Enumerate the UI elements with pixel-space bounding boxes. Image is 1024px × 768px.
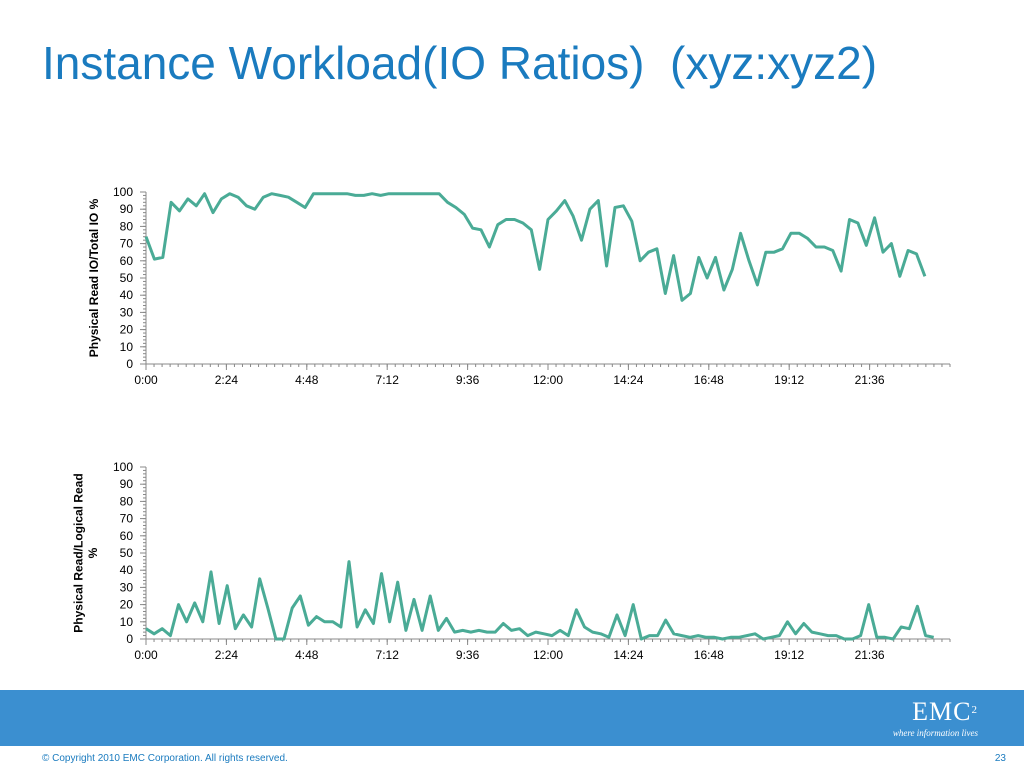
x-tick-label: 21:36 [855, 373, 885, 387]
logo-text: EMC [912, 697, 972, 726]
footer-band: EMC2 where information lives [0, 690, 1024, 746]
x-tick-label: 4:48 [295, 648, 319, 662]
y-tick-label: 40 [120, 288, 134, 302]
y-tick-label: 40 [120, 563, 134, 577]
y-tick-label: 90 [120, 202, 134, 216]
y-axis-label: Physical Read IO/Total IO % [87, 198, 101, 357]
y-tick-label: 10 [120, 340, 134, 354]
x-tick-label: 9:36 [456, 648, 480, 662]
y-tick-label: 20 [120, 323, 134, 337]
x-tick-label: 19:12 [774, 648, 804, 662]
y-axis-label: Physical Read/Logical Read% [71, 473, 99, 632]
y-tick-label: 10 [120, 615, 134, 629]
copyright-text: © Copyright 2010 EMC Corporation. All ri… [42, 753, 288, 764]
x-tick-label: 16:48 [694, 648, 724, 662]
emc-logo: EMC2 where information lives [892, 697, 978, 739]
y-tick-label: 100 [113, 185, 133, 199]
series-line [145, 560, 935, 641]
x-tick-label: 12:00 [533, 648, 563, 662]
logo-tagline: where information lives [892, 728, 978, 738]
x-tick-label: 9:36 [456, 373, 480, 387]
y-tick-label: 80 [120, 494, 134, 508]
x-tick-label: 4:48 [295, 373, 319, 387]
y-tick-label: 20 [120, 598, 134, 612]
x-tick-label: 19:12 [774, 373, 804, 387]
x-tick-label: 2:24 [215, 373, 239, 387]
y-tick-label: 0 [126, 632, 133, 646]
x-tick-label: 14:24 [613, 373, 643, 387]
y-tick-label: 60 [120, 529, 134, 543]
x-tick-label: 21:36 [855, 648, 885, 662]
y-tick-label: 30 [120, 305, 134, 319]
y-tick-label: 70 [120, 512, 134, 526]
logo-superscript: 2 [971, 704, 978, 716]
x-tick-label: 7:12 [376, 648, 400, 662]
y-tick-label: 60 [120, 254, 134, 268]
slide-title: Instance Workload(IO Ratios) (xyz:xyz2) [42, 37, 878, 89]
y-tick-label: 0 [126, 357, 133, 371]
x-tick-label: 16:48 [694, 373, 724, 387]
x-tick-label: 12:00 [533, 373, 563, 387]
chart-physical-read-io-total-io: 0 10 20 30 40 50 60 70 80 90 100 0:00 2:24 4:48 7:12 9:… [87, 185, 951, 387]
x-tick-label: 7:12 [376, 373, 400, 387]
y-tick-label: 30 [120, 580, 134, 594]
series-line [144, 192, 927, 302]
y-tick-label: 50 [120, 546, 134, 560]
y-tick-label: 70 [120, 237, 134, 251]
x-tick-label: 0:00 [134, 373, 158, 387]
y-tick-label: 90 [120, 477, 134, 491]
y-tick-label: 50 [120, 271, 134, 285]
x-tick-label: 0:00 [134, 648, 158, 662]
y-tick-label: 80 [120, 219, 134, 233]
x-tick-label: 14:24 [613, 648, 643, 662]
page-number: 23 [994, 753, 1006, 764]
y-tick-label: 100 [113, 460, 133, 474]
x-tick-label: 2:24 [215, 648, 239, 662]
chart-physical-read-logical-read: 0 10 20 30 40 50 60 70 80 90 100 0:00 2:24 4:48 7:12 9:… [71, 460, 951, 662]
